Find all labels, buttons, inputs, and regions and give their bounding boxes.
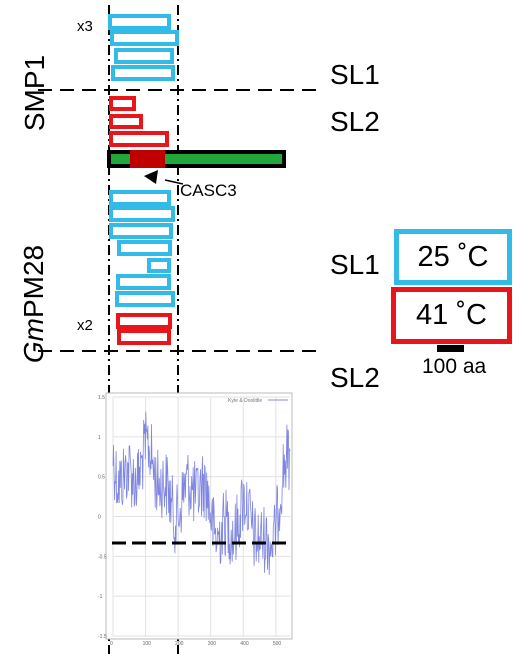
- blue-fragment: [116, 274, 171, 290]
- plot-x-tick-label: 500: [273, 641, 282, 647]
- plot-x-tick-label: 100: [143, 641, 152, 647]
- casc3-pointer-line: [164, 179, 184, 185]
- smp1-fragment: [110, 30, 179, 46]
- plot-y-tick-label: 1.5: [98, 395, 105, 401]
- blue-fragment: [117, 240, 172, 256]
- blue-fragment: [115, 291, 175, 307]
- legend-41c: 41 ˚C: [391, 287, 512, 344]
- gmpm28-red-fragments-bottom: [116, 313, 172, 345]
- gmpm28-blue-fragments: [109, 190, 175, 307]
- plot-y-tick-label: 0: [98, 515, 101, 521]
- sl2-bottom-label: SL2: [330, 362, 380, 393]
- plot-x-tick-label: 0: [110, 641, 113, 647]
- hydropathy-trace: [112, 411, 291, 576]
- plot-y-tick-label: -1.5: [98, 634, 107, 640]
- sl1-top-label: SL1: [330, 59, 380, 90]
- gmpm28-label-rest: PM28: [18, 244, 49, 319]
- plot-x-tick-label: 400: [240, 641, 249, 647]
- plot-x-tick-label: 300: [208, 641, 217, 647]
- plot-y-tick-label: -1: [98, 594, 103, 600]
- smp1-fragment: [114, 48, 174, 64]
- plot-y-tick-label: 1: [98, 435, 101, 441]
- smp1-fragment: [108, 14, 171, 30]
- blue-fragment: [147, 258, 171, 273]
- blue-fragment: [109, 206, 175, 222]
- smp1-fragments: [108, 14, 179, 81]
- plot-x-ticks: 0 100 200 300 400 500: [110, 641, 281, 647]
- red-fragment: [109, 131, 169, 147]
- smp1-label: SMP1: [19, 54, 50, 132]
- scale-bar: [437, 345, 464, 352]
- legend-41c-text: 41 ˚C: [416, 299, 487, 331]
- legend-25c: 25 ˚C: [394, 229, 512, 285]
- x3-label: x3: [77, 18, 93, 35]
- blue-fragment: [109, 223, 173, 239]
- legend-25c-text: 25 ˚C: [417, 240, 489, 273]
- hydropathy-plot: 1.5 1 0.5 0 -0.5 -1 -1.5 0 100 200 300 400 500 Kyte…: [98, 392, 293, 647]
- plot-x-tick-label: 200: [175, 641, 184, 647]
- casc3-arrowhead: [144, 170, 158, 184]
- casc3-domain: [130, 150, 165, 168]
- sl2-top-label: SL2: [330, 106, 380, 137]
- gmpm28-label-italic: Gm: [18, 318, 49, 364]
- red-fragment: [116, 313, 172, 329]
- plot-legend-text: Kyte & Doolittle: [228, 398, 262, 404]
- smp1-fragment: [111, 65, 175, 81]
- gmpm28-label: GmPM28: [16, 229, 52, 379]
- plot-y-ticks: 1.5 1 0.5 0 -0.5 -1 -1.5: [98, 395, 107, 640]
- scale-bar-label: 100 aa: [422, 355, 487, 378]
- plot-y-tick-label: 0.5: [98, 475, 105, 481]
- casc3-label: CASC3: [180, 181, 237, 200]
- gmpm28-red-fragments-top: [109, 96, 169, 147]
- blue-fragment: [109, 190, 171, 206]
- plot-y-tick-label: -0.5: [98, 554, 107, 560]
- x2-label: x2: [77, 317, 93, 334]
- red-fragment: [109, 114, 143, 129]
- red-fragment: [109, 96, 136, 111]
- red-fragment: [117, 329, 171, 345]
- sl1-bottom-label: SL1: [330, 249, 380, 280]
